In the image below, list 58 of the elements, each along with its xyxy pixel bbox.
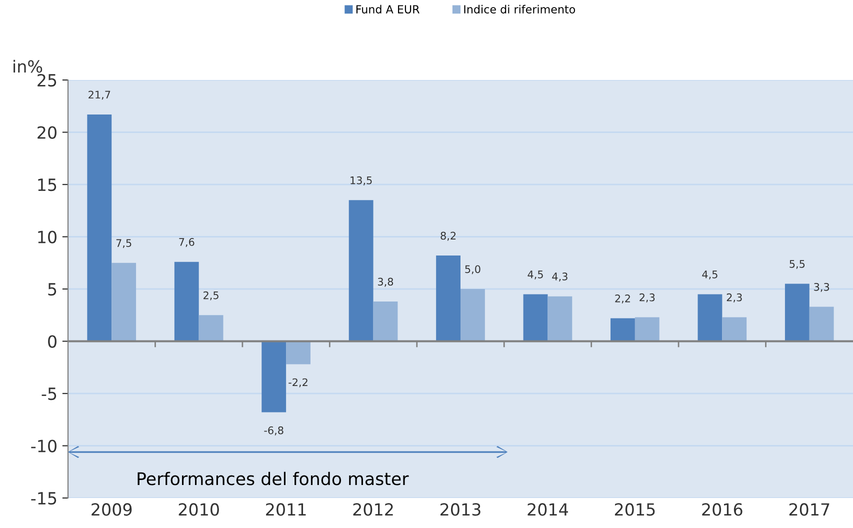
data-label: 2,3: [640, 293, 655, 302]
y-tick-label: 20: [38, 126, 56, 139]
bar: [548, 296, 572, 342]
data-label: 5,0: [465, 265, 480, 274]
bar: [112, 262, 136, 342]
bar: [722, 317, 747, 342]
data-label: 4,5: [702, 270, 718, 280]
bar: [87, 114, 112, 342]
annotation: Performances del fondo master: [138, 472, 409, 486]
data-label: 3,8: [378, 278, 394, 287]
data-label: 13,5: [350, 176, 372, 186]
y-tick-label: 0: [48, 335, 56, 348]
y-tick-label: -10: [31, 440, 56, 452]
data-label: 5,5: [790, 260, 805, 269]
bar: [809, 306, 834, 342]
bar: [634, 317, 660, 342]
data-label: 8,2: [440, 232, 456, 241]
x-tick-label: 2009: [92, 503, 132, 516]
data-label: -2,2: [288, 378, 308, 388]
y-tick-label: -15: [31, 492, 56, 505]
bar: [436, 256, 460, 342]
x-tick-label: 2012: [353, 503, 393, 516]
bar: [198, 315, 224, 342]
legend-label: Indice di riferimento: [464, 4, 576, 14]
x-tick-label: 2014: [528, 503, 568, 516]
y-tick-label: 25: [38, 74, 56, 87]
bar: [348, 200, 374, 342]
data-label: -6,8: [264, 426, 284, 436]
bar: [373, 302, 398, 342]
x-tick-label: 2013: [440, 503, 480, 516]
x-tick-label: 2015: [614, 503, 655, 516]
bar: [262, 341, 286, 412]
x-tick-label: 2011: [266, 503, 306, 516]
x-tick-label: 2016: [702, 503, 742, 516]
x-tick-label: 2017: [789, 503, 830, 516]
legend-label: Fund A EUR: [356, 4, 420, 14]
data-label: 4,3: [552, 272, 568, 282]
data-label: 21,7: [88, 90, 110, 100]
bar: [523, 294, 548, 342]
data-label: 2,2: [615, 294, 630, 304]
bar: [698, 294, 722, 342]
data-label: 7,5: [116, 239, 132, 248]
y-axis-title: in%: [14, 60, 42, 73]
y-tick-label: 15: [38, 178, 56, 192]
data-label: 7,6: [179, 238, 194, 247]
data-label: 4,5: [528, 270, 543, 280]
x-tick-label: 2010: [178, 503, 219, 516]
y-tick-label: 5: [48, 283, 56, 296]
y-tick-label: -5: [42, 388, 56, 400]
bar: [610, 318, 635, 342]
bar: [174, 262, 199, 342]
bar: [784, 284, 810, 342]
y-tick-label: 10: [38, 230, 56, 244]
data-label: 2,5: [204, 291, 218, 300]
data-label: 3,3: [814, 282, 830, 292]
bar: [460, 289, 485, 342]
bar: [286, 341, 310, 364]
data-label: 2,3: [726, 293, 742, 302]
